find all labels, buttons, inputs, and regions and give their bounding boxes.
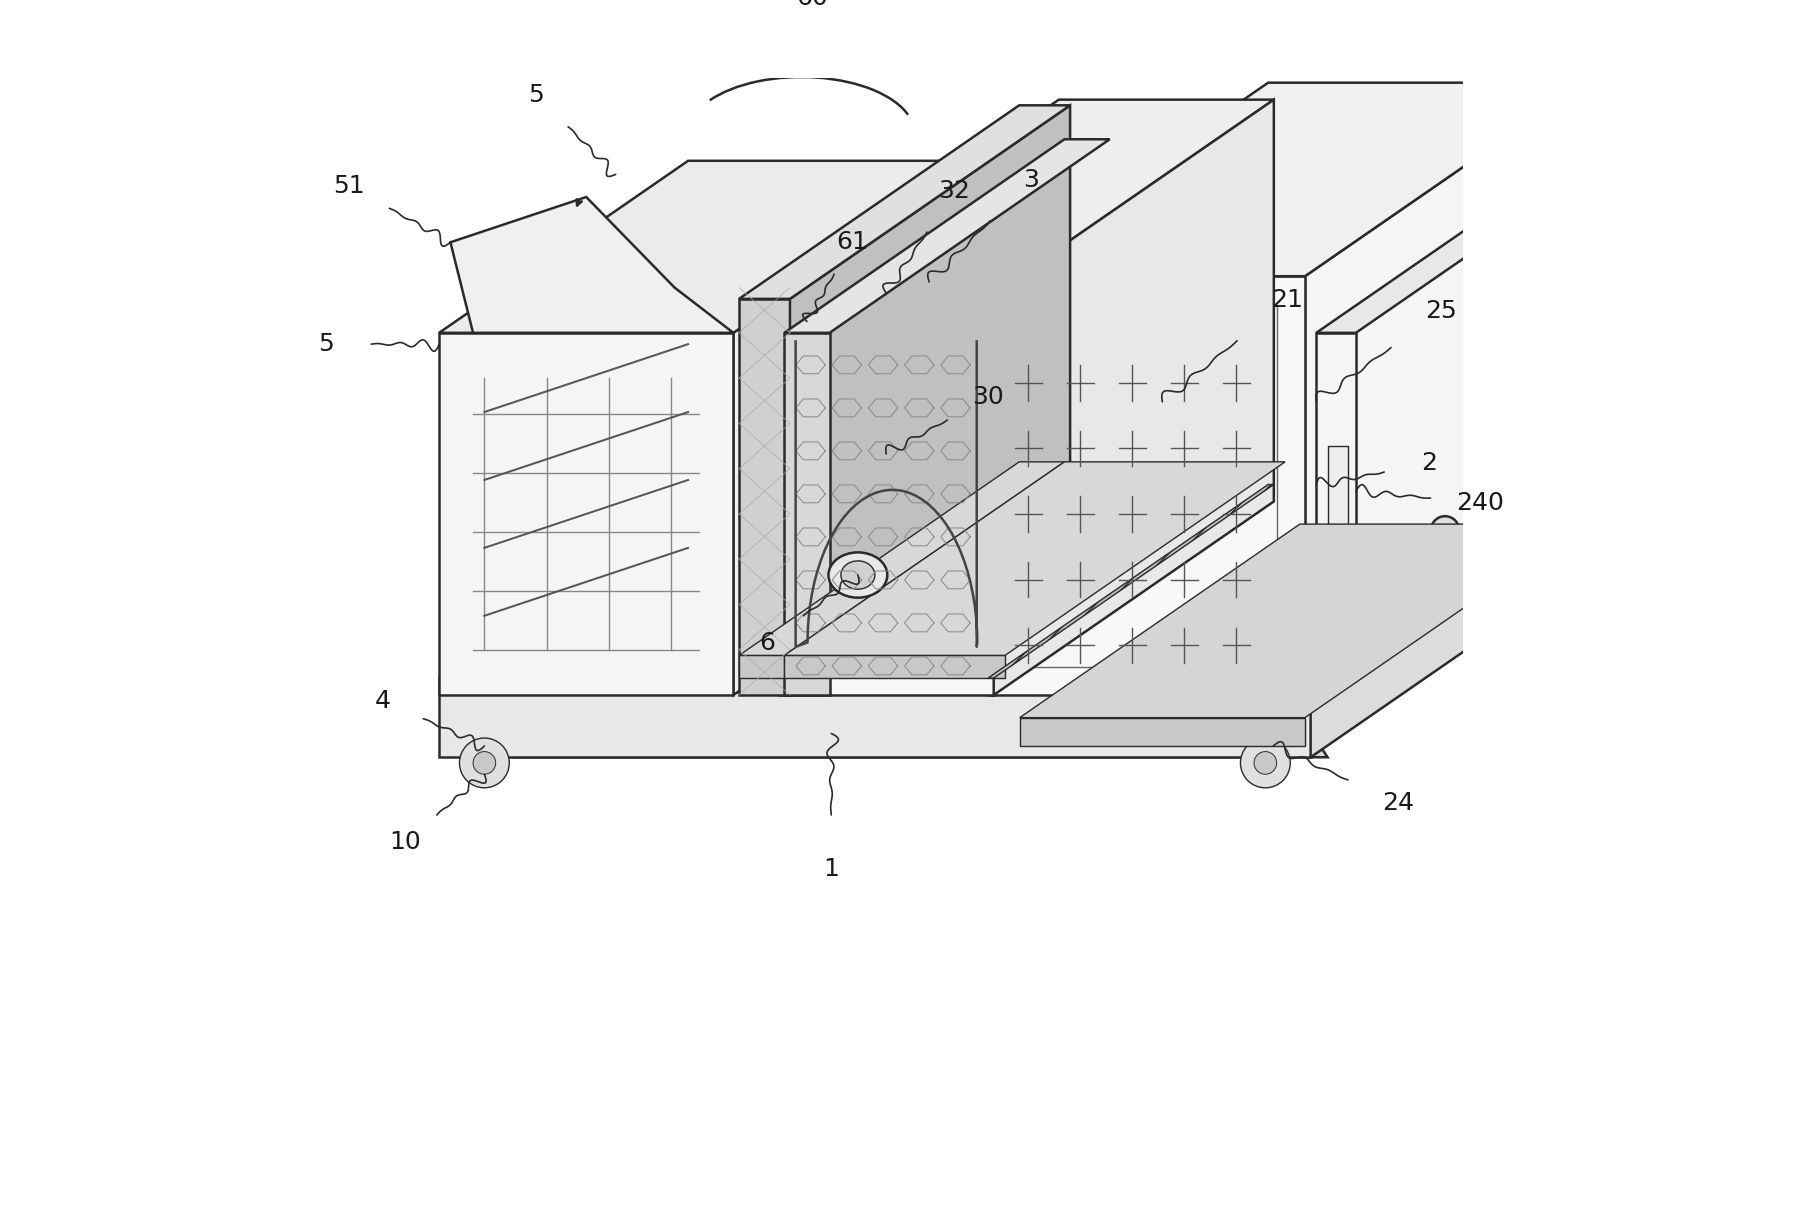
Polygon shape bbox=[1316, 161, 1605, 333]
Text: 1: 1 bbox=[824, 858, 840, 881]
Text: 6: 6 bbox=[759, 630, 775, 655]
Polygon shape bbox=[1316, 333, 1355, 650]
Polygon shape bbox=[994, 99, 1274, 695]
Polygon shape bbox=[467, 690, 1328, 757]
Text: 2: 2 bbox=[1422, 451, 1438, 476]
Circle shape bbox=[474, 751, 495, 774]
Text: 4: 4 bbox=[375, 688, 391, 713]
Text: 30: 30 bbox=[973, 385, 1003, 409]
Text: 3: 3 bbox=[1023, 168, 1039, 192]
Ellipse shape bbox=[783, 604, 840, 638]
Polygon shape bbox=[784, 333, 829, 695]
Ellipse shape bbox=[840, 561, 874, 589]
Circle shape bbox=[833, 480, 883, 530]
Text: 5: 5 bbox=[318, 332, 334, 356]
Circle shape bbox=[1614, 480, 1664, 530]
Circle shape bbox=[1628, 494, 1650, 517]
Polygon shape bbox=[440, 333, 734, 695]
Polygon shape bbox=[440, 161, 982, 333]
Polygon shape bbox=[779, 293, 994, 695]
Polygon shape bbox=[740, 462, 1064, 656]
Polygon shape bbox=[987, 276, 1305, 695]
Text: 21: 21 bbox=[1271, 288, 1303, 312]
Circle shape bbox=[847, 494, 869, 517]
Polygon shape bbox=[467, 622, 1373, 690]
Text: 51: 51 bbox=[332, 174, 364, 197]
Polygon shape bbox=[779, 99, 1274, 293]
Text: 60: 60 bbox=[797, 0, 829, 10]
Polygon shape bbox=[790, 105, 1070, 695]
Polygon shape bbox=[467, 622, 513, 757]
Ellipse shape bbox=[1449, 530, 1472, 553]
Polygon shape bbox=[740, 105, 1070, 299]
Polygon shape bbox=[1328, 446, 1348, 525]
Polygon shape bbox=[987, 484, 1274, 678]
Polygon shape bbox=[740, 299, 790, 695]
Text: 25: 25 bbox=[1425, 299, 1458, 323]
Polygon shape bbox=[440, 420, 1684, 678]
Circle shape bbox=[1255, 751, 1276, 774]
Text: 61: 61 bbox=[836, 230, 869, 254]
Text: 24: 24 bbox=[1382, 790, 1414, 814]
Circle shape bbox=[1240, 738, 1291, 788]
Polygon shape bbox=[740, 656, 784, 678]
Text: 240: 240 bbox=[1456, 490, 1504, 514]
Text: 32: 32 bbox=[939, 179, 969, 203]
Ellipse shape bbox=[1431, 517, 1459, 544]
Polygon shape bbox=[1020, 524, 1585, 718]
Polygon shape bbox=[1305, 82, 1585, 695]
Polygon shape bbox=[451, 197, 734, 333]
Ellipse shape bbox=[829, 553, 887, 598]
Text: 10: 10 bbox=[390, 830, 422, 854]
Polygon shape bbox=[987, 82, 1585, 276]
Polygon shape bbox=[1020, 718, 1305, 745]
Polygon shape bbox=[784, 462, 1285, 656]
Polygon shape bbox=[784, 656, 1005, 678]
Polygon shape bbox=[440, 678, 1310, 757]
Circle shape bbox=[460, 738, 510, 788]
Text: 5: 5 bbox=[528, 83, 544, 108]
Polygon shape bbox=[1310, 420, 1684, 757]
Polygon shape bbox=[784, 139, 1109, 333]
Polygon shape bbox=[734, 161, 982, 695]
